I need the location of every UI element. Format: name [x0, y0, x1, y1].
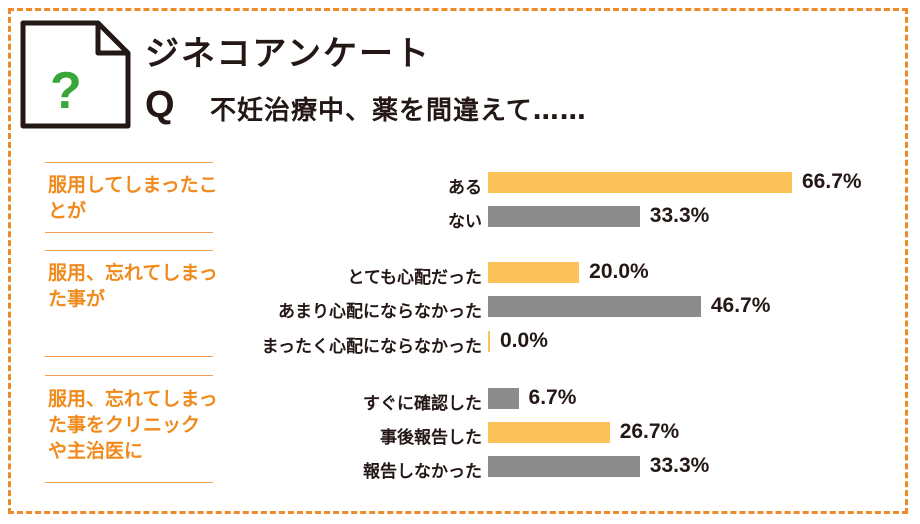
value-label: 0.0% — [500, 329, 548, 352]
category-label: あまり心配にならなかった — [278, 302, 482, 322]
value-label: 26.7% — [619, 420, 680, 443]
category-label: すぐに確認した — [363, 394, 482, 414]
question-mark-text: ? — [50, 62, 82, 120]
bar — [488, 206, 640, 227]
bar — [488, 422, 610, 443]
value-label: 66.7% — [802, 170, 862, 193]
section-label-2: 服用、忘れてしまった事が — [48, 262, 218, 310]
category-label: 事後報告した — [380, 428, 482, 448]
dashed-frame — [8, 8, 908, 514]
value-label: 33.3% — [649, 454, 710, 477]
document-question-icon: ? — [20, 20, 131, 129]
value-label: 33.3% — [649, 204, 710, 227]
category-label: とても心配だった — [347, 268, 482, 288]
survey-title: ジネコアンケート — [145, 34, 431, 74]
value-label: 6.7% — [528, 386, 577, 409]
bar — [488, 262, 580, 283]
question-mark-q: Q — [145, 84, 175, 126]
bar — [488, 331, 490, 352]
section-divider — [45, 375, 213, 376]
category-label: ある — [448, 178, 482, 198]
section-divider — [45, 356, 213, 357]
category-label: まったく心配にならなかった — [261, 337, 482, 357]
value-label: 46.7% — [710, 294, 771, 317]
section-divider — [45, 162, 213, 163]
section-divider — [45, 482, 213, 483]
bar — [488, 388, 519, 409]
bar — [488, 456, 640, 477]
question-text: 不妊治療中、薬を間違えて…… — [210, 96, 587, 126]
section-divider — [45, 232, 213, 233]
value-label: 20.0% — [589, 260, 649, 283]
section-divider — [45, 250, 213, 251]
category-label: ない — [448, 212, 482, 232]
category-label: 報告しなかった — [363, 462, 482, 482]
section-label-3: 服用、忘れてしまった事をクリニックや主治医に — [48, 388, 218, 462]
section-label-1: 服用してしまったことが — [48, 174, 218, 222]
bar — [488, 296, 701, 317]
bar — [488, 172, 792, 193]
